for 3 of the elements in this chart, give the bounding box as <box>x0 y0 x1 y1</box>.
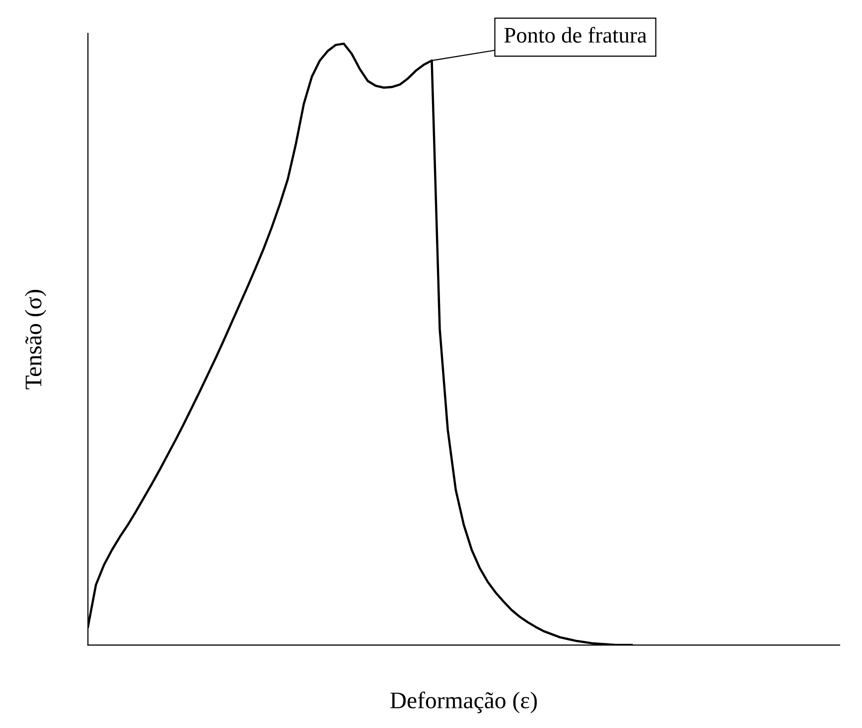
x-axis-title: Deformação (ε) <box>390 692 537 714</box>
text: Ponto de fratura <box>504 26 647 43</box>
y-axis-title: Tensão (σ) <box>24 290 46 390</box>
